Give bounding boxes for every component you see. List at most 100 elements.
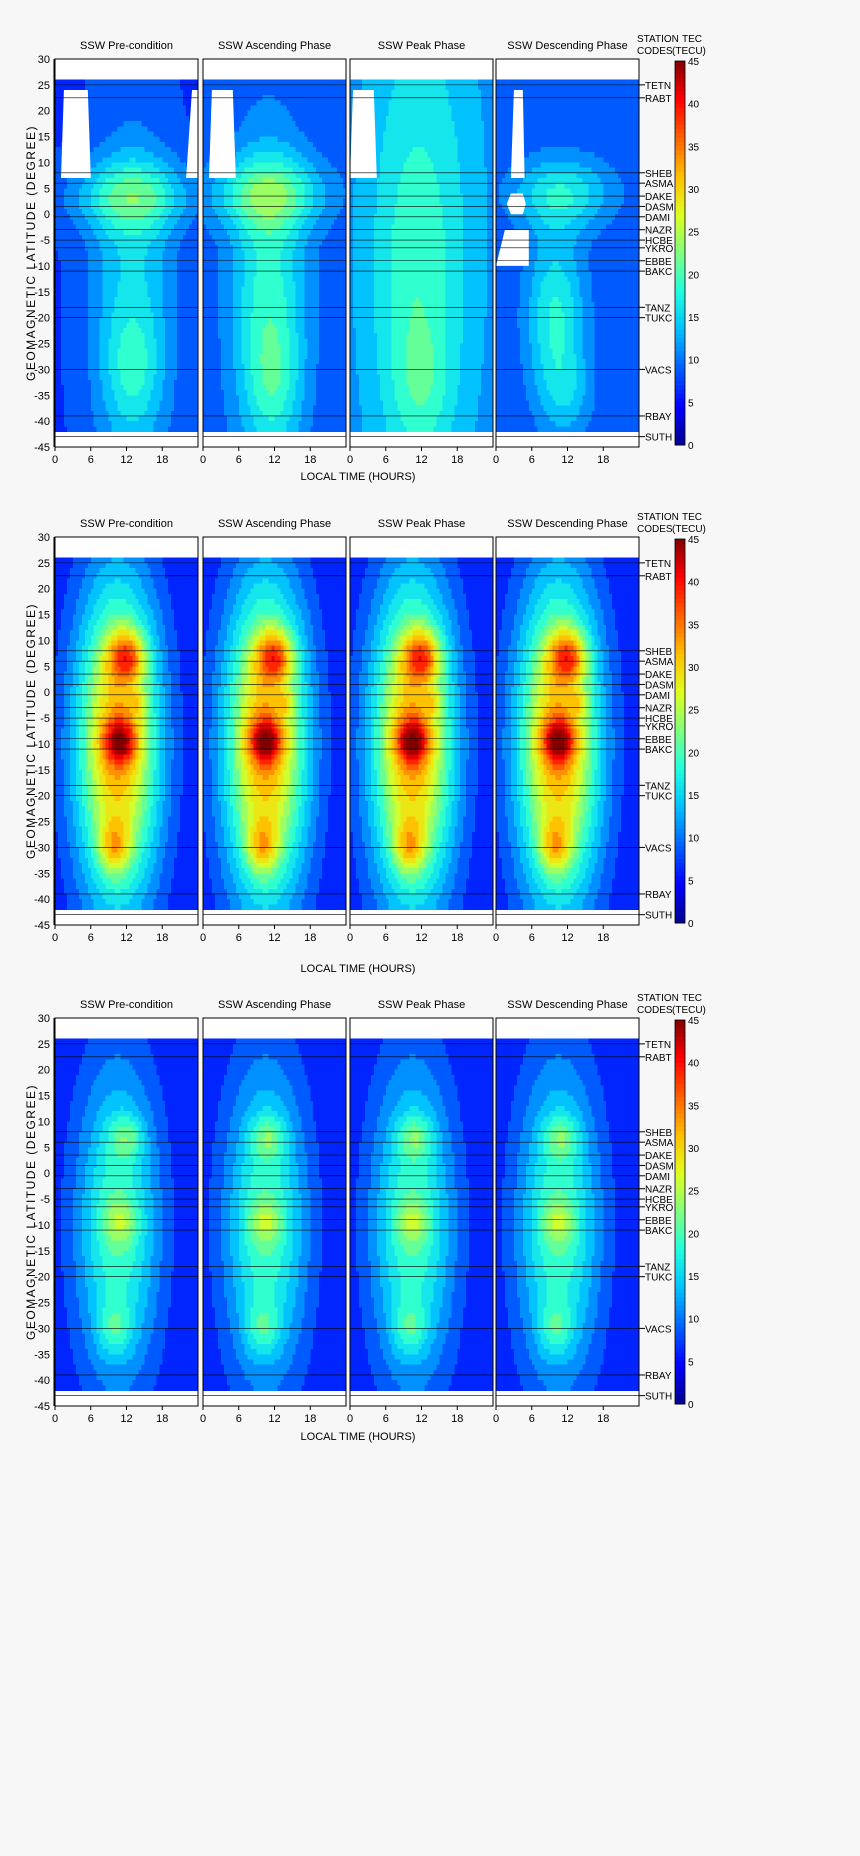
station-code-label: BAKC [645,745,672,756]
station-code-label: RABT [645,94,672,105]
colorbar-tick-label: 35 [688,142,700,153]
y-tick-label: -25 [34,817,50,829]
x-tick-label: 0 [493,932,499,944]
station-code-label: VACS [645,843,672,854]
station-header: STATION [637,34,679,45]
panel-title: SSW Ascending Phase [218,518,331,530]
y-tick-label: 10 [38,635,50,647]
colorbar-tick-label: 25 [688,228,700,239]
tec-contour-field [496,1038,640,1391]
station-code-label: DAKE [645,1151,673,1162]
x-tick-label: 12 [268,1413,280,1425]
x-tick-label: 18 [451,454,463,466]
station-header: STATION [637,993,679,1004]
contour-block-2: 30 25 20 15 10 5 0 -5 -10 -15 -20 -25 -30 -35 -40 -45 GE… [24,512,706,975]
panel-title: SSW Ascending Phase [218,999,331,1011]
x-tick-label: 6 [383,932,389,944]
x-tick-label: 18 [597,932,609,944]
tec-contour-field [350,557,494,910]
colorbar-tick-label: 10 [688,1315,700,1326]
y-axis-label: GEOMAGNETIC LATITUDE (DEGREE) [24,1084,38,1340]
y-tick-label: 25 [38,558,50,570]
y-tick-label: 25 [38,80,50,92]
colorbar-tick-label: 5 [688,1357,694,1368]
panel-title: SSW Peak Phase [378,999,465,1011]
y-tick-label: 30 [38,54,50,66]
y-tick-label: -20 [34,791,50,803]
colorbar-tick-label: 40 [688,578,700,589]
station-code-label: NAZR [645,704,672,715]
station-header: CODES [637,46,673,57]
y-tick-label: -10 [34,739,50,751]
station-code-label: DAMI [645,1172,670,1183]
y-tick-label: -15 [34,765,50,777]
x-tick-label: 0 [200,932,206,944]
station-code-label: RABT [645,572,672,583]
station-header: STATION [637,512,679,523]
x-tick-label: 18 [156,1413,168,1425]
station-code-label: YKRO [645,244,674,255]
x-tick-label: 18 [597,1413,609,1425]
x-tick-label: 12 [268,932,280,944]
data-gap [350,90,377,178]
panel-title: SSW Pre-condition [80,999,173,1011]
station-code-label: TANZ [645,303,670,314]
y-tick-label: 20 [38,1065,50,1077]
y-tick-label: -10 [34,261,50,273]
y-tick-label: -15 [34,287,50,299]
y-tick-label: -25 [34,339,50,351]
y-tick-label: -40 [34,894,50,906]
station-code-label: SUTH [645,911,672,922]
colorbar-tick-label: 0 [688,919,694,930]
colorbar-tick-label: 20 [688,748,700,759]
colorbar-tick-label: 5 [688,876,694,887]
x-tick-label: 0 [493,1413,499,1425]
station-code-label: ASMA [645,179,674,190]
y-tick-label: 5 [44,183,50,195]
panel-3: SSW Peak Phase 0 6 12 18 [347,999,494,1425]
station-code-label: DASM [645,1161,674,1172]
panel-1: SSW Pre-condition 0 6 12 18 [52,518,199,944]
y-tick-label: 0 [44,209,50,221]
x-tick-label: 6 [236,932,242,944]
x-tick-label: 6 [383,1413,389,1425]
y-tick-label: -45 [34,920,50,932]
x-axis-label: LOCAL TIME (HOURS) [301,963,416,975]
station-code-label: TUKC [645,792,672,803]
tec-contour-field [55,557,199,910]
colorbar: 45 40 35 30 25 20 15 10 5 0 [674,1016,700,1411]
tec-contour-field [496,79,640,432]
x-tick-label: 12 [120,454,132,466]
x-tick-label: 18 [451,1413,463,1425]
station-code-label: YKRO [645,722,674,733]
station-code-label: RBAY [645,412,672,423]
station-code-label: HCBE [645,714,673,725]
station-code-label: DAMI [645,213,670,224]
panel-4: SSW Descending Phase 0 6 12 18 [493,518,640,944]
x-tick-label: 6 [529,932,535,944]
station-code-label: SHEB [645,1128,673,1139]
colorbar-tick-label: 45 [688,535,700,546]
data-gap [209,90,236,178]
tec-contour-field [350,79,494,432]
colorbar-tick-label: 20 [688,270,700,281]
y-tick-label: -35 [34,1349,50,1361]
colorbar-tick-label: 5 [688,398,694,409]
y-tick-label: -40 [34,1375,50,1387]
tec-contour-field [350,1038,494,1391]
y-tick-label: 30 [38,532,50,544]
colorbar-tick-label: 30 [688,185,700,196]
x-tick-label: 12 [268,454,280,466]
station-code-label: NAZR [645,226,672,237]
x-tick-label: 12 [415,932,427,944]
station-code-label: ASMA [645,1138,674,1149]
y-tick-label: 20 [38,584,50,596]
panel-1: SSW Pre-condition 0 6 12 18 [52,999,199,1425]
tec-header: (TECU) [672,46,706,57]
station-code-label: HCBE [645,1195,673,1206]
x-tick-label: 0 [52,1413,58,1425]
panel-title: SSW Peak Phase [378,40,465,52]
x-tick-label: 6 [88,932,94,944]
x-tick-label: 12 [415,1413,427,1425]
